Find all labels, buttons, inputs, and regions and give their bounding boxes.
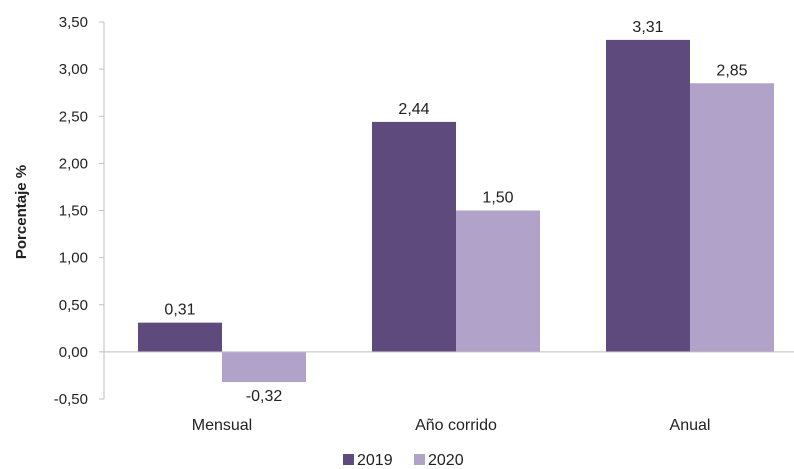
x-category-label: Mensual — [192, 417, 252, 434]
bar-2020-2 — [690, 83, 774, 352]
y-tick-label: 0,00 — [59, 344, 88, 361]
legend-swatch — [414, 454, 425, 465]
bars — [138, 39, 774, 383]
bar-2019-1 — [372, 121, 456, 352]
y-axis-title: Porcentaje % — [13, 165, 30, 259]
y-axis: -0,50 0,00 0,50 1,00 1,50 2,00 2,50 3,00 3,50 — [54, 14, 104, 408]
data-labels: 0,31 -0,32 2,44 1,50 3,31 2,85 — [164, 19, 747, 405]
data-label: 3,31 — [632, 19, 663, 36]
y-tick-label: 2,00 — [59, 155, 88, 172]
y-tick-label: -0,50 — [54, 391, 88, 408]
y-tick-label: 1,00 — [59, 250, 88, 267]
data-label: 2,85 — [716, 62, 747, 79]
x-category-label: Anual — [670, 417, 711, 434]
y-tick-label: 0,50 — [59, 297, 88, 314]
data-label: 2,44 — [398, 101, 429, 118]
y-tick-label: 2,50 — [59, 108, 88, 125]
legend-swatch — [343, 454, 354, 465]
data-label: -0,32 — [246, 388, 283, 405]
legend: 2019 2020 — [343, 452, 464, 469]
x-axis: Mensual Año corrido Anual — [192, 417, 711, 434]
bar-2019-2 — [606, 39, 690, 352]
y-tick-label: 1,50 — [59, 203, 88, 220]
bar-2019-0 — [138, 322, 222, 352]
y-tick-label: 3,50 — [59, 14, 88, 31]
legend-label: 2019 — [357, 452, 393, 469]
y-tick-label: 3,00 — [59, 61, 88, 78]
data-label: 1,50 — [482, 190, 513, 207]
legend-label: 2020 — [428, 452, 464, 469]
bar-2020-0 — [222, 351, 306, 383]
x-category-label: Año corrido — [415, 417, 497, 434]
bar-2020-1 — [456, 210, 540, 352]
data-label: 0,31 — [164, 302, 195, 319]
